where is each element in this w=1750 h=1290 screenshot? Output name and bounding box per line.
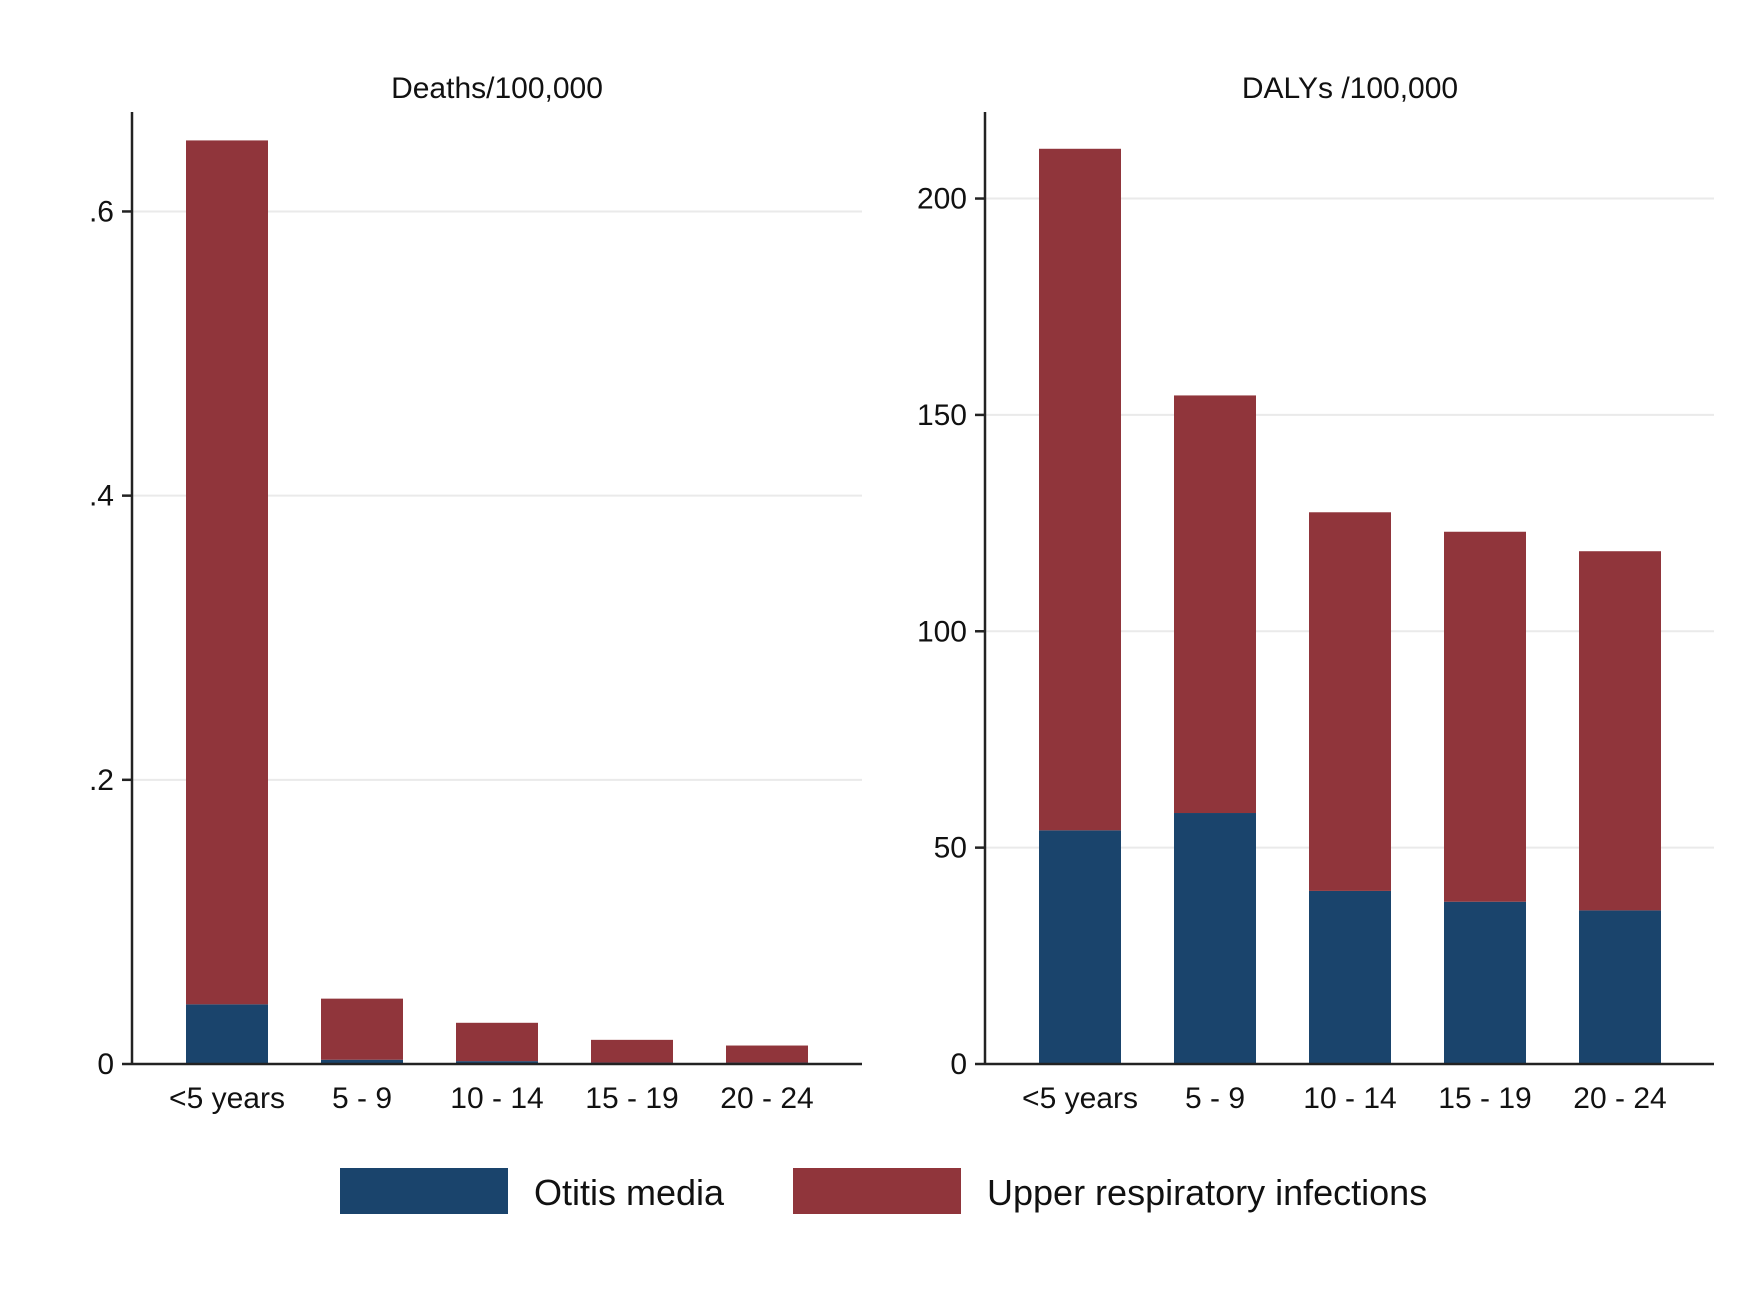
bar-upper-respiratory-infections: [1174, 395, 1256, 814]
x-tick-label: 10 - 14: [450, 1082, 543, 1115]
bar-upper-respiratory-infections: [1579, 551, 1661, 911]
legend-swatch-otitis-media: [340, 1168, 508, 1214]
y-tick-label: .4: [89, 480, 114, 513]
y-tick-label: 0: [950, 1048, 967, 1081]
y-tick-label: 150: [917, 399, 967, 432]
bar-upper-respiratory-infections: [456, 1022, 538, 1062]
bar-otitis-media: [1444, 901, 1526, 1064]
bar-upper-respiratory-infections: [1444, 531, 1526, 902]
bar-upper-respiratory-infections: [591, 1039, 673, 1063]
legend-label-otitis-media: Otitis media: [534, 1172, 725, 1213]
bar-upper-respiratory-infections: [726, 1045, 808, 1063]
bar-upper-respiratory-infections: [186, 140, 268, 1005]
x-tick-label: <5 years: [169, 1082, 285, 1115]
legend: Otitis media Upper respiratory infection…: [340, 1168, 1427, 1214]
x-tick-label: 20 - 24: [720, 1082, 813, 1115]
panel-title: DALYs /100,000: [1242, 72, 1458, 105]
bar-otitis-media: [1039, 830, 1121, 1064]
bar-otitis-media: [1579, 910, 1661, 1064]
y-tick-label: 100: [917, 615, 967, 648]
bar-otitis-media: [321, 1059, 403, 1064]
bar-otitis-media: [456, 1061, 538, 1064]
bar-otitis-media: [1174, 813, 1256, 1064]
bar-upper-respiratory-infections: [1309, 512, 1391, 891]
bar-upper-respiratory-infections: [1039, 148, 1121, 831]
panel-dalys: DALYs /100,000 0 50 100 150 200 <5 years 5 - 9 1…: [917, 72, 1714, 1115]
x-tick-label: 15 - 19: [585, 1082, 678, 1115]
y-tick-label: 0: [97, 1048, 114, 1081]
x-tick-label: 5 - 9: [1185, 1082, 1245, 1115]
x-tick-label: 10 - 14: [1303, 1082, 1396, 1115]
panel-deaths: Deaths/100,000 0 .2 .4 .6 <5 years 5 - 9 10 - 1…: [89, 72, 862, 1115]
bar-otitis-media: [186, 1004, 268, 1064]
legend-label-upper-respiratory-infections: Upper respiratory infections: [987, 1172, 1427, 1213]
legend-swatch-upper-respiratory-infections: [793, 1168, 961, 1214]
y-tick-label: .6: [89, 195, 114, 228]
x-tick-label: 15 - 19: [1438, 1082, 1531, 1115]
x-tick-label: 5 - 9: [332, 1082, 392, 1115]
panel-title: Deaths/100,000: [391, 72, 603, 105]
y-tick-label: 50: [934, 832, 967, 865]
x-tick-label: <5 years: [1022, 1082, 1138, 1115]
x-tick-label: 20 - 24: [1573, 1082, 1666, 1115]
bar-upper-respiratory-infections: [321, 998, 403, 1060]
y-tick-label: .2: [89, 764, 114, 797]
y-tick-label: 200: [917, 183, 967, 216]
bar-otitis-media: [1309, 890, 1391, 1064]
